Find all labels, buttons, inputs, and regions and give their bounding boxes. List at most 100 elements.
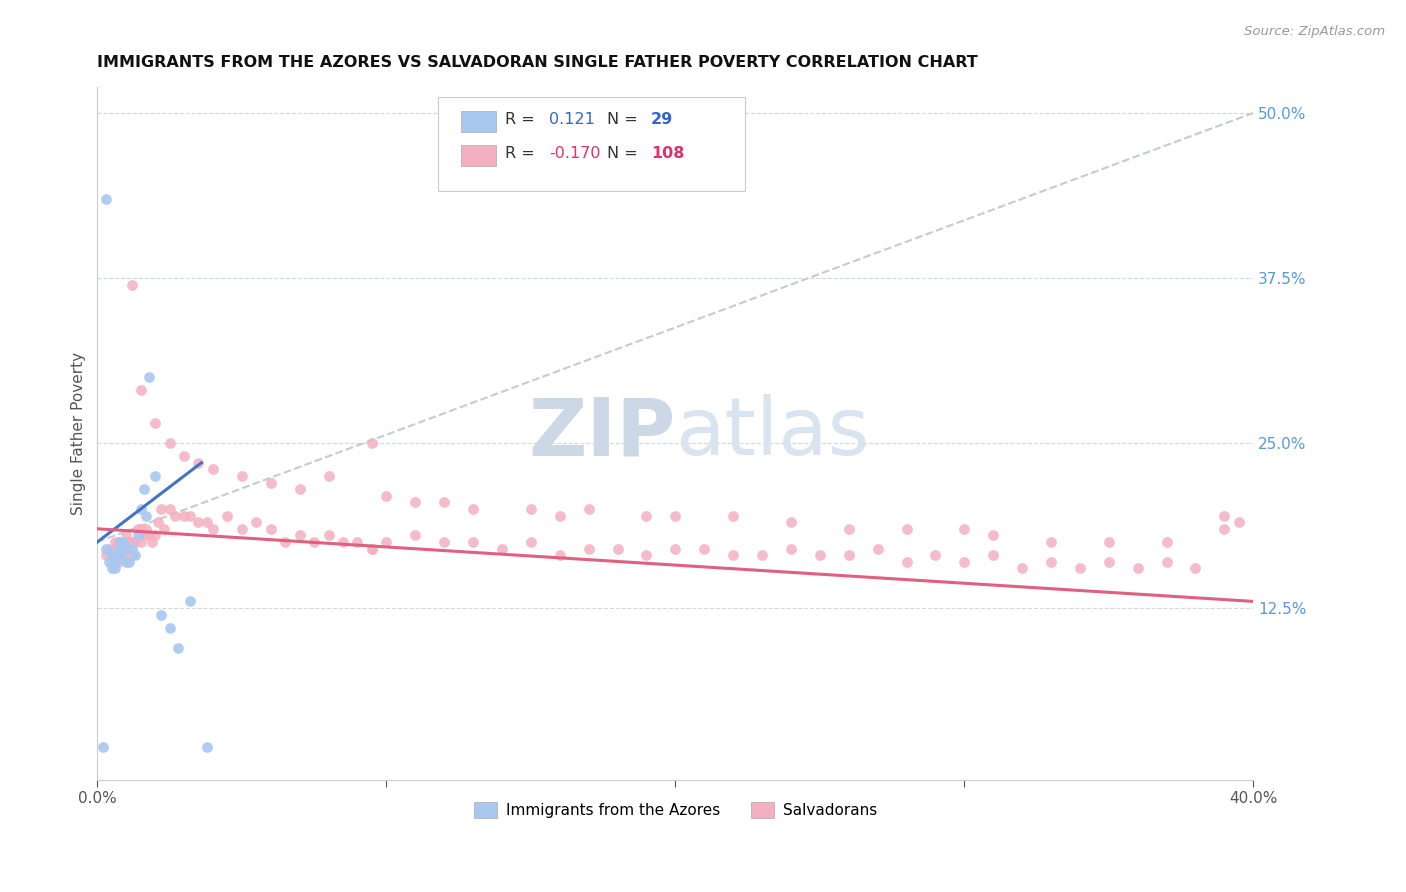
Point (548, 548, 571, 562)
Point (866, 541, 889, 556)
Point (94, 541, 117, 556)
Point (780, 541, 803, 556)
Point (101, 548, 124, 562)
Point (118, 535, 141, 549)
Text: R =: R = (505, 112, 536, 127)
Point (167, 640, 190, 655)
Point (288, 528, 311, 542)
FancyBboxPatch shape (439, 97, 745, 191)
Point (110, 548, 132, 562)
Point (808, 548, 831, 562)
Point (1213, 508, 1236, 523)
Point (179, 594, 201, 608)
Point (1098, 535, 1121, 549)
Point (721, 548, 744, 562)
Point (201, 522, 224, 536)
Point (1098, 555, 1121, 569)
Point (149, 607, 172, 622)
Point (981, 548, 1004, 562)
Point (195, 515, 218, 529)
Point (165, 508, 187, 523)
Point (1213, 522, 1236, 536)
Point (118, 555, 141, 569)
Point (107, 535, 129, 549)
Point (693, 541, 716, 556)
Point (121, 541, 143, 556)
Point (127, 528, 149, 542)
Point (129, 502, 152, 516)
Point (91, 739, 114, 754)
Point (101, 548, 124, 562)
Point (129, 522, 152, 536)
Point (146, 515, 169, 529)
Point (664, 508, 686, 523)
Point (318, 528, 340, 542)
Point (129, 383, 152, 397)
Point (110, 541, 132, 556)
Point (346, 535, 368, 549)
Point (201, 462, 224, 476)
Point (404, 528, 426, 542)
Point (375, 535, 398, 549)
Legend: Immigrants from the Azores, Salvadorans: Immigrants from the Azores, Salvadorans (468, 796, 883, 824)
Point (135, 522, 157, 536)
Point (129, 535, 152, 549)
Point (433, 495, 456, 509)
Point (153, 522, 176, 536)
Point (179, 508, 201, 523)
Point (896, 522, 918, 536)
Point (838, 548, 860, 562)
Point (173, 449, 195, 463)
Point (375, 489, 398, 503)
Text: atlas: atlas (675, 394, 870, 472)
Point (360, 541, 382, 556)
Point (838, 522, 860, 536)
Point (121, 277, 143, 292)
Point (1156, 535, 1178, 549)
Point (288, 482, 311, 496)
Point (135, 508, 157, 523)
Text: ZIP: ZIP (529, 394, 675, 472)
Point (1184, 561, 1206, 575)
Point (132, 528, 155, 542)
Text: 29: 29 (651, 112, 673, 127)
Point (159, 502, 181, 516)
Point (520, 535, 543, 549)
Point (104, 535, 127, 549)
Point (143, 416, 166, 430)
Point (149, 502, 172, 516)
Point (332, 535, 354, 549)
Point (751, 548, 773, 562)
Point (121, 535, 143, 549)
Point (97, 555, 120, 569)
Point (953, 555, 976, 569)
Point (360, 541, 382, 556)
Point (953, 522, 976, 536)
Point (1011, 561, 1033, 575)
Point (127, 522, 149, 536)
Point (721, 508, 744, 523)
Point (121, 548, 143, 562)
Point (124, 535, 146, 549)
Point (636, 548, 658, 562)
FancyBboxPatch shape (461, 145, 496, 166)
Point (115, 528, 138, 542)
Point (115, 541, 138, 556)
Point (260, 475, 283, 490)
Text: 0.121: 0.121 (550, 112, 595, 127)
Point (1227, 515, 1250, 529)
Y-axis label: Single Father Poverty: Single Father Poverty (72, 351, 86, 515)
Point (231, 522, 253, 536)
Point (520, 502, 543, 516)
Point (664, 541, 686, 556)
Point (548, 508, 571, 523)
Point (461, 502, 484, 516)
Point (104, 555, 127, 569)
Point (491, 541, 513, 556)
Point (578, 541, 600, 556)
Point (404, 495, 426, 509)
Point (107, 541, 129, 556)
Point (231, 469, 253, 483)
Point (245, 515, 267, 529)
Point (107, 555, 129, 569)
